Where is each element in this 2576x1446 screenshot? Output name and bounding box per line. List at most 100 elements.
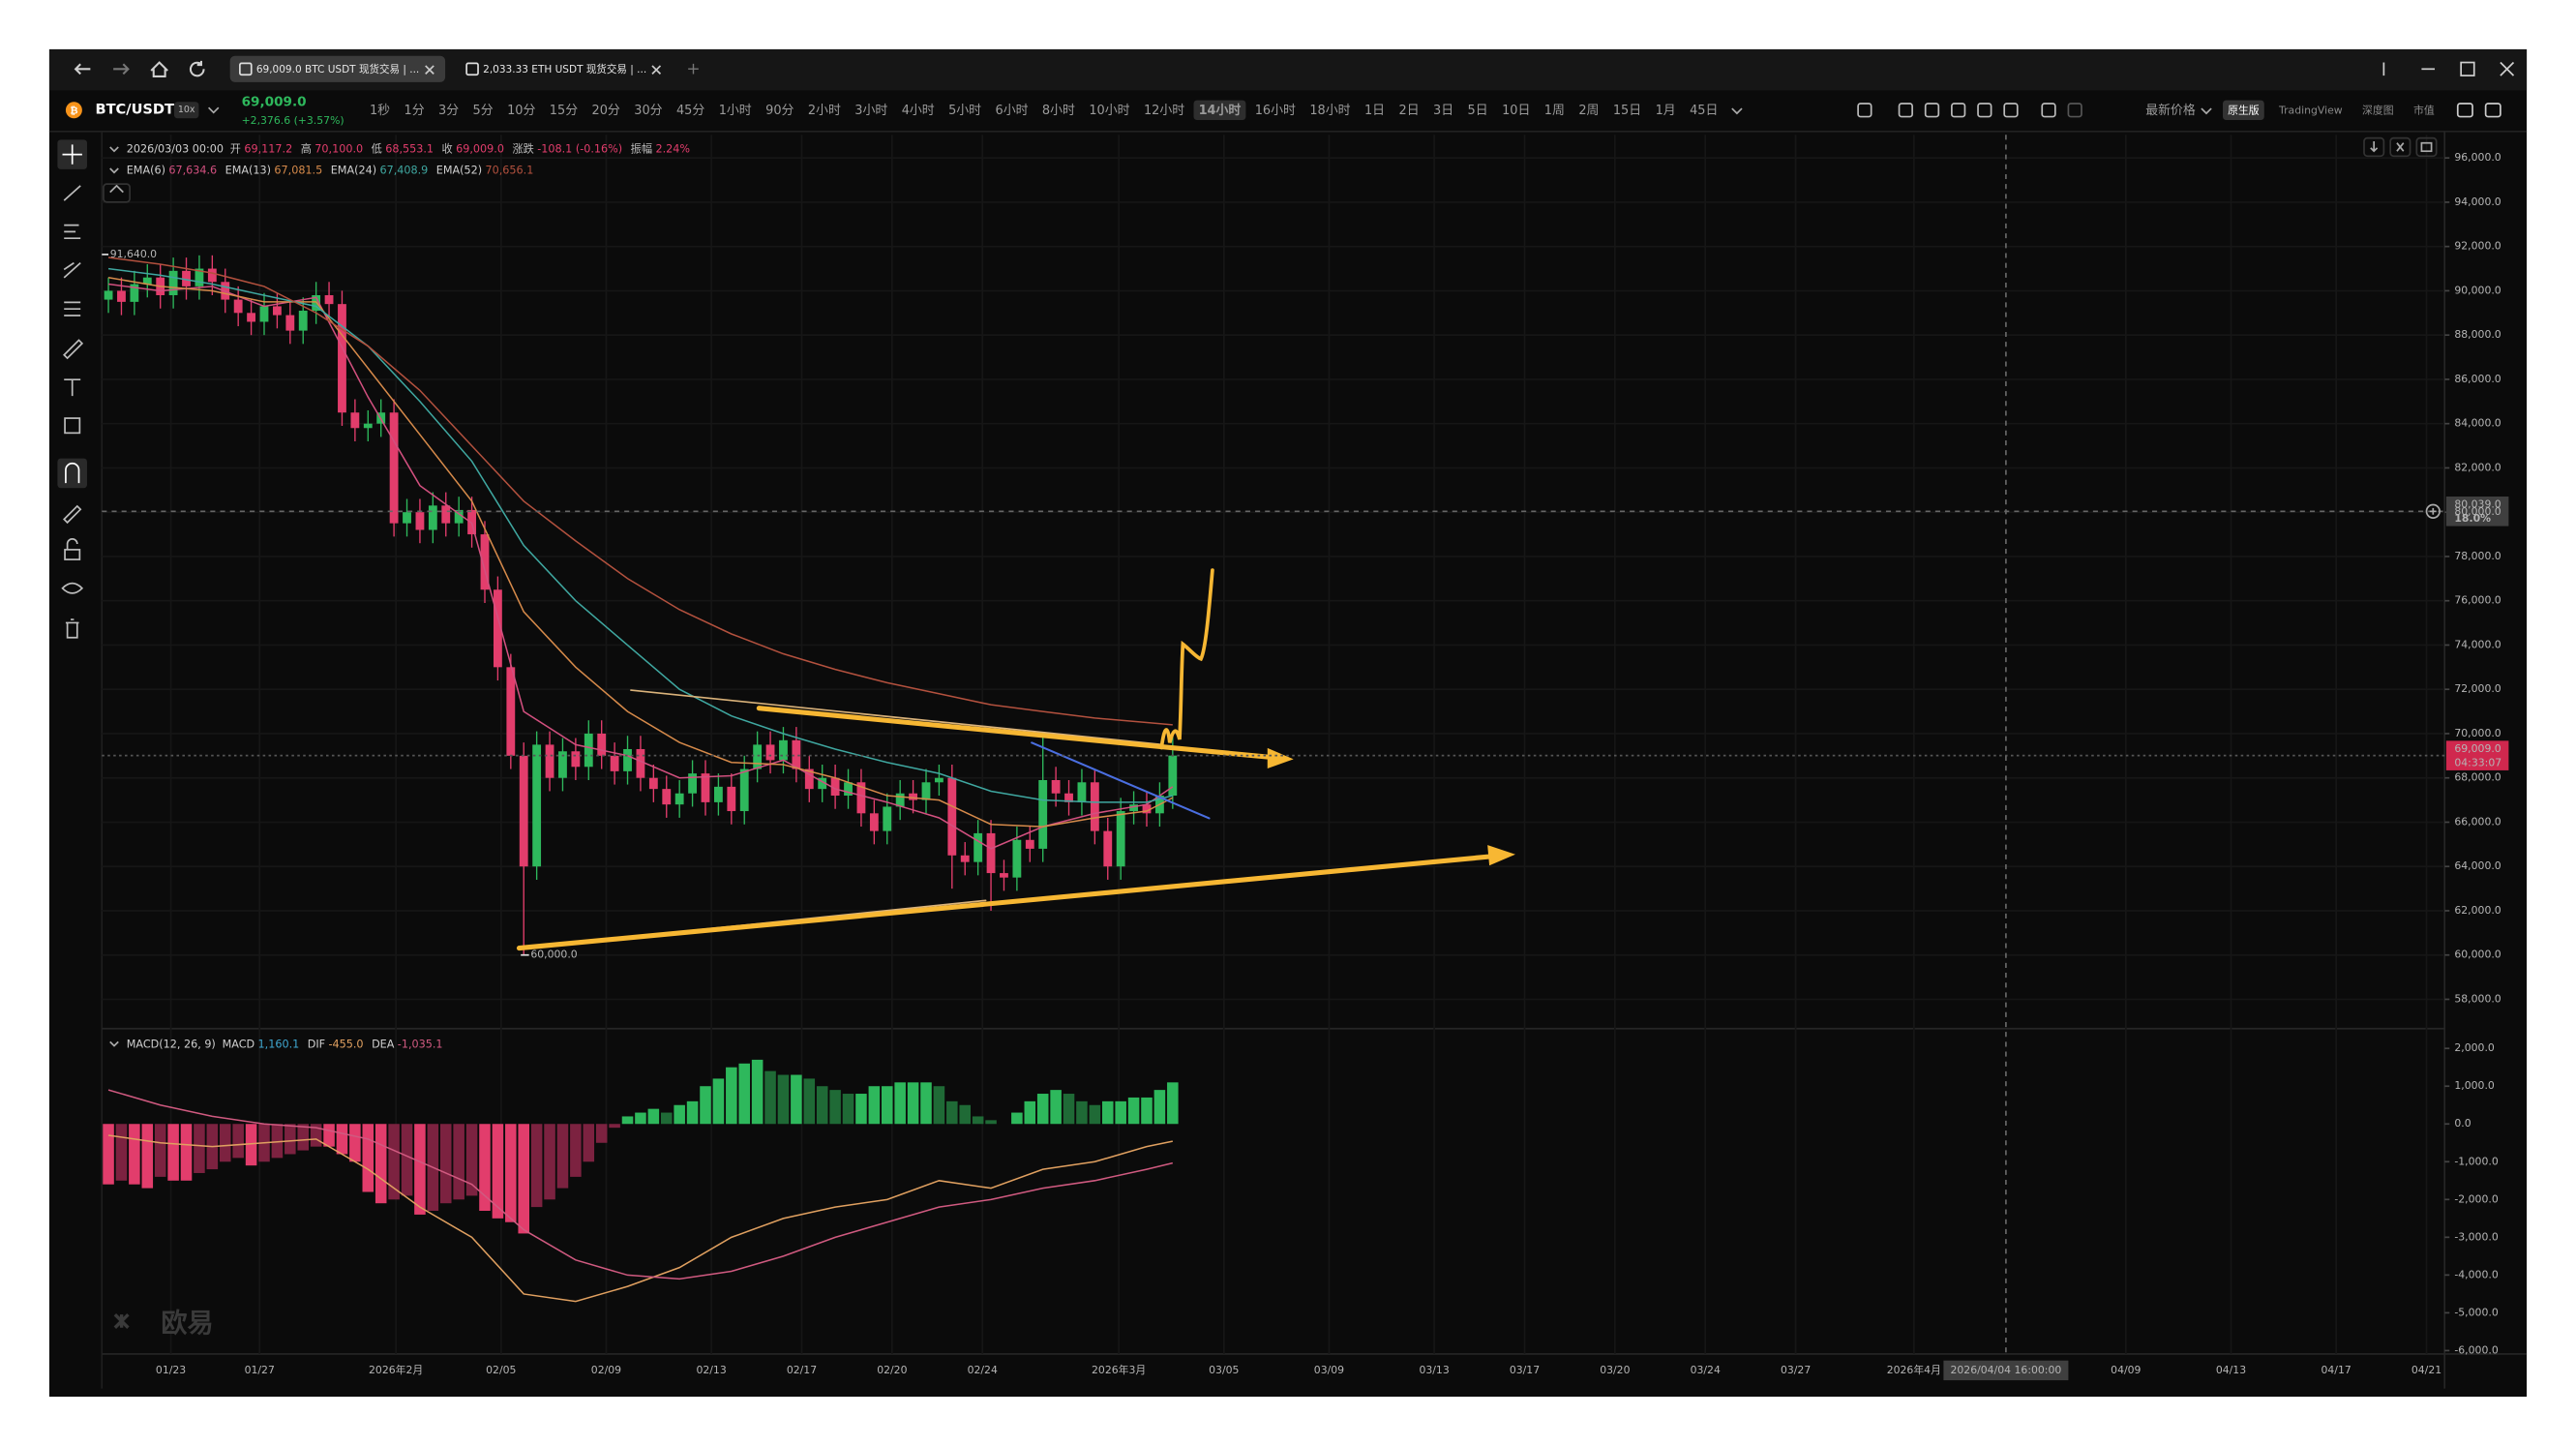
- pattern-tool[interactable]: [63, 261, 81, 279]
- brush-tool[interactable]: [63, 339, 84, 360]
- delete-tool[interactable]: [65, 618, 79, 639]
- toolbar-icon[interactable]: [1924, 103, 1940, 118]
- interval-button[interactable]: 3分: [438, 104, 459, 118]
- candle-body: [688, 773, 697, 794]
- layout-button[interactable]: [2456, 103, 2473, 118]
- toolbar-icon[interactable]: [1857, 103, 1872, 118]
- close-button[interactable]: [2500, 61, 2515, 76]
- interval-button[interactable]: 1日: [1364, 104, 1385, 118]
- macd-bar: [712, 1078, 725, 1125]
- eraser-tool[interactable]: [63, 504, 82, 525]
- interval-button[interactable]: 10小时: [1089, 104, 1129, 118]
- x-tick-label: 03/09: [1314, 1364, 1344, 1376]
- interval-button[interactable]: 6小时: [996, 104, 1029, 118]
- interval-button[interactable]: 3小时: [854, 104, 887, 118]
- interval-button[interactable]: 15日: [1613, 104, 1641, 118]
- interval-button[interactable]: 16小时: [1255, 104, 1296, 118]
- interval-button[interactable]: 15分: [550, 104, 578, 118]
- window-controls: [2382, 61, 2515, 76]
- new-tab-button[interactable]: +: [686, 59, 700, 78]
- line-tool[interactable]: [63, 185, 81, 201]
- macd-bar: [556, 1124, 569, 1189]
- visibility-tool[interactable]: [61, 582, 84, 594]
- pane-down[interactable]: [2363, 136, 2385, 158]
- candle-body: [765, 744, 775, 761]
- interval-button[interactable]: 1分: [404, 104, 425, 118]
- text-tool[interactable]: [64, 378, 81, 397]
- interval-button[interactable]: 45日: [1690, 104, 1718, 118]
- view-button[interactable]: 深度图: [2362, 104, 2394, 117]
- candle-body: [623, 748, 632, 771]
- tab-title[interactable]: 2,033.33 ETH USDT 现货交易 | ...: [483, 63, 646, 75]
- interval-button[interactable]: 12小时: [1144, 104, 1184, 118]
- interval-button[interactable]: 30分: [634, 104, 662, 118]
- crosshair-price-tag: [2445, 497, 2509, 527]
- toolbar-icon[interactable]: [1977, 103, 1992, 118]
- macd-bar: [414, 1124, 426, 1215]
- add-alert-icon: [2429, 507, 2437, 515]
- collapse-button[interactable]: [109, 184, 124, 194]
- shape-tool[interactable]: [64, 417, 81, 435]
- view-button[interactable]: TradingView: [2278, 105, 2343, 117]
- legend-toggle[interactable]: [109, 167, 119, 174]
- interval-button[interactable]: 45分: [676, 104, 704, 118]
- reload-button[interactable]: [189, 60, 205, 77]
- pane-maximize[interactable]: [2415, 136, 2438, 158]
- toolbar-icon[interactable]: [2041, 103, 2056, 118]
- toolbar-icon[interactable]: [1898, 103, 1913, 118]
- toolbar-icon[interactable]: [2003, 103, 2019, 118]
- interval-button[interactable]: 14小时: [1199, 103, 1242, 118]
- home-button[interactable]: [150, 61, 168, 77]
- interval-button[interactable]: 20分: [592, 104, 620, 118]
- toolbar-icon[interactable]: [2067, 103, 2082, 118]
- view-button[interactable]: 原生版: [2228, 104, 2260, 117]
- interval-button[interactable]: 2小时: [808, 104, 841, 118]
- nav-buttons[interactable]: [74, 60, 205, 77]
- add-alert-button[interactable]: [2425, 503, 2441, 519]
- interval-button[interactable]: 8小时: [1042, 104, 1075, 118]
- tab-icon: [465, 62, 479, 76]
- interval-button[interactable]: 5分: [473, 104, 494, 118]
- interval-button[interactable]: 5小时: [948, 104, 981, 118]
- fib-tool[interactable]: [64, 224, 81, 240]
- interval-button[interactable]: 2日: [1399, 104, 1420, 118]
- view-button[interactable]: 市值: [2413, 104, 2435, 117]
- interval-button[interactable]: 2周: [1578, 104, 1599, 118]
- interval-button[interactable]: 90分: [765, 104, 794, 118]
- pane-close[interactable]: [2389, 136, 2411, 158]
- symbol-dropdown[interactable]: [208, 106, 220, 114]
- x-tick-label: 01/23: [156, 1364, 186, 1376]
- interval-button[interactable]: 1秒: [370, 104, 390, 118]
- interval-button[interactable]: 10分: [507, 104, 535, 118]
- interval-button[interactable]: 1小时: [719, 104, 752, 118]
- trendline-thin: [630, 689, 1161, 745]
- interval-dropdown[interactable]: [1731, 107, 1743, 115]
- back-button[interactable]: [74, 63, 91, 75]
- price-source[interactable]: 最新价格: [2145, 103, 2196, 118]
- candle-body: [207, 268, 217, 283]
- interval-button[interactable]: 18小时: [1309, 104, 1350, 118]
- maximize-button[interactable]: [2460, 61, 2475, 76]
- symbol[interactable]: BTC/USDT: [95, 102, 174, 118]
- macd-bar: [388, 1124, 400, 1200]
- snapshot-button[interactable]: [2484, 103, 2501, 118]
- x-tick-label: 04/17: [2321, 1364, 2351, 1376]
- interval-button[interactable]: 3日: [1433, 104, 1453, 118]
- interval-button[interactable]: 1月: [1656, 104, 1676, 118]
- interval-button[interactable]: 1周: [1544, 104, 1565, 118]
- interval-button[interactable]: 4小时: [902, 104, 935, 118]
- ohlc-value: -108.1 (-0.16%): [537, 143, 622, 156]
- interval-button[interactable]: 5日: [1468, 104, 1488, 118]
- tab-close[interactable]: [425, 65, 434, 75]
- forward-button[interactable]: [113, 63, 130, 75]
- legend-toggle[interactable]: [109, 1040, 119, 1047]
- toolbar-icon[interactable]: [1951, 103, 1966, 118]
- tab-close[interactable]: [651, 65, 662, 75]
- interval-button[interactable]: 10日: [1502, 104, 1530, 118]
- measure-tool[interactable]: [64, 301, 81, 316]
- tab-title[interactable]: 69,009.0 BTC USDT 现货交易 | ...: [256, 63, 419, 75]
- lock-tool[interactable]: [64, 549, 81, 560]
- crosshair-tool[interactable]: [62, 144, 82, 165]
- magnet-tool[interactable]: [65, 462, 80, 484]
- legend-toggle[interactable]: [109, 146, 119, 153]
